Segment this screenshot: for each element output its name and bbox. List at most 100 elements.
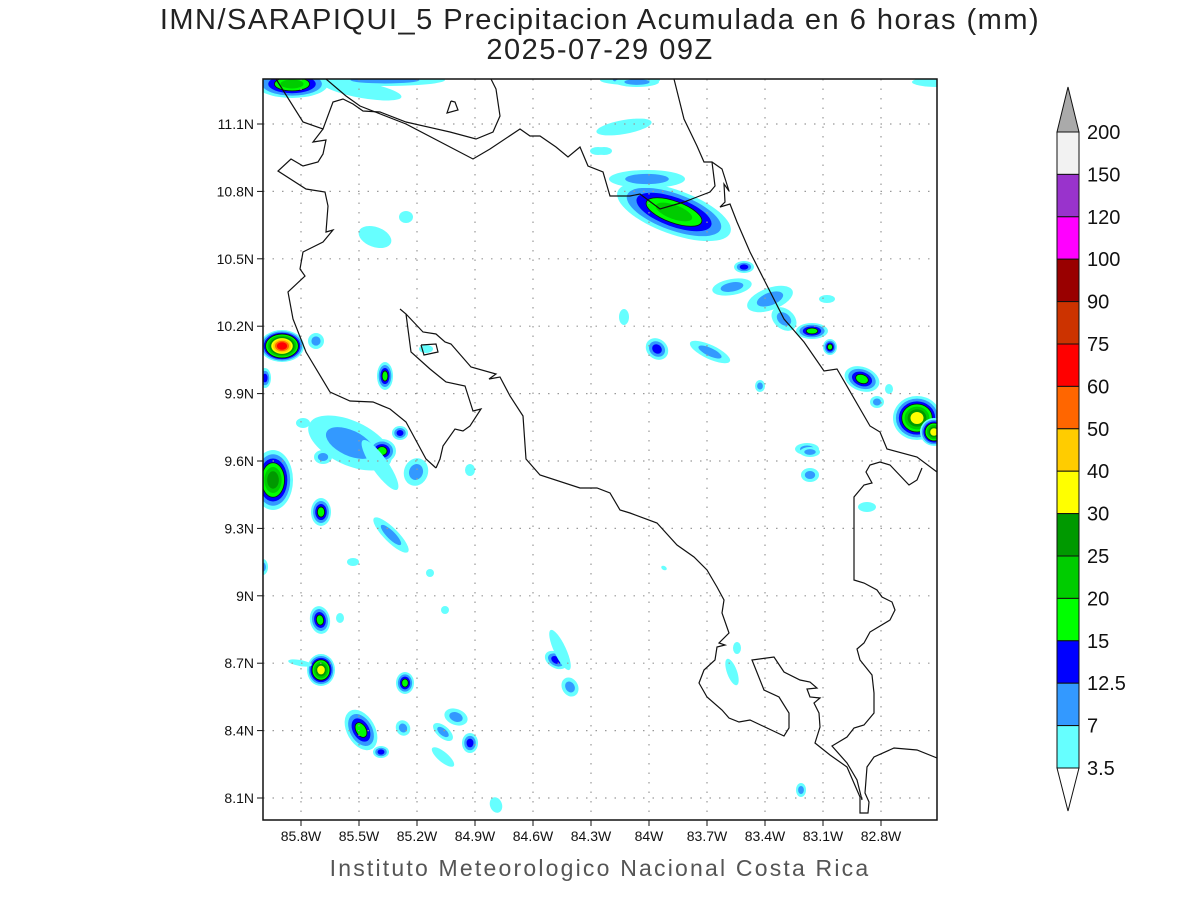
coastline	[275, 79, 937, 814]
precip-cell	[377, 362, 393, 390]
precip-cell	[725, 658, 739, 686]
precip-contour	[885, 384, 893, 394]
precip-contour	[322, 79, 402, 101]
colorbar-label: 7	[1087, 716, 1098, 738]
precip-cell	[426, 569, 434, 577]
precip-cell	[444, 708, 468, 726]
precip-contour	[804, 470, 816, 480]
lat-tick-label: 9.3N	[224, 520, 254, 536]
precip-cell	[870, 396, 884, 408]
lon-tick-label: 83.7W	[687, 828, 728, 844]
precip-cell	[823, 339, 837, 355]
precip-contour	[354, 722, 368, 738]
precip-cell	[433, 723, 453, 741]
colorbar-swatch	[1056, 131, 1080, 175]
colorbar-swatch	[1056, 173, 1080, 218]
precip-cell	[392, 426, 408, 440]
precip-contour	[805, 327, 819, 335]
precip-cell	[596, 118, 652, 136]
precip-contour	[441, 606, 449, 614]
precip-contour	[398, 723, 408, 733]
precip-contour	[596, 118, 652, 136]
lat-tick-label: 11.1N	[218, 116, 254, 132]
precip-contour	[489, 797, 503, 813]
lat-tick-label: 10.5N	[217, 251, 254, 267]
precip-contour	[380, 524, 402, 546]
lat-tick-label: 8.4N	[224, 723, 254, 739]
lat-tick-label: 8.1N	[224, 790, 254, 806]
colorbar-label: 30	[1087, 504, 1109, 526]
colorbar-swatch	[1056, 385, 1080, 430]
lat-tick-label: 10.2N	[217, 318, 254, 334]
precip-contour	[263, 373, 268, 383]
colorbar-label: 120	[1087, 207, 1120, 229]
precip-cell	[645, 338, 669, 360]
precip-cell	[399, 211, 413, 223]
precip-contour	[381, 370, 389, 382]
lon-tick-label: 84W	[635, 828, 665, 844]
precip-cell	[800, 447, 820, 457]
precip-cell	[920, 418, 937, 446]
precip-cell	[755, 380, 765, 392]
chart-title: IMN/SARAPIQUI_5 Precipitacion Acumulada …	[159, 4, 1041, 36]
precip-contour	[549, 629, 571, 671]
precip-contour	[296, 418, 310, 428]
precip-cell	[858, 502, 876, 512]
precip-cell	[336, 613, 344, 623]
precip-cell	[263, 450, 293, 510]
precip-cell	[561, 677, 579, 697]
precip-cell	[311, 498, 331, 526]
precip-contour	[661, 565, 667, 571]
precip-cell	[747, 285, 793, 313]
footer-credit: Instituto Meteorologico Nacional Costa R…	[329, 855, 871, 881]
precip-contour	[437, 726, 449, 738]
precip-cell	[322, 79, 402, 101]
precip-cell	[819, 295, 835, 303]
precip-contour	[912, 79, 937, 87]
precip-cell	[296, 418, 310, 428]
precip-contour	[739, 264, 749, 270]
precip-cell	[358, 225, 392, 249]
precip-cell	[796, 783, 806, 797]
precip-contour	[358, 225, 392, 249]
precip-contour	[698, 345, 722, 359]
precip-contour	[399, 211, 413, 223]
lon-tick-label: 85.2W	[397, 828, 438, 844]
lon-tick-label: 84.6W	[513, 828, 554, 844]
precip-cell	[441, 606, 449, 614]
precip-contour	[276, 342, 288, 350]
colorbar-label: 3.5	[1087, 758, 1115, 780]
lat-tick-label: 8.7N	[224, 655, 254, 671]
precip-contour	[733, 642, 741, 654]
precip-cell	[489, 797, 503, 813]
precip-contour	[408, 464, 424, 480]
lon-tick-label: 84.3W	[571, 828, 612, 844]
colorbar-label: 25	[1087, 546, 1109, 568]
precip-cell	[361, 440, 399, 490]
precip-cell	[307, 654, 335, 686]
precip-cell	[325, 79, 445, 86]
precip-cell	[347, 558, 359, 566]
precip-contour	[855, 373, 869, 385]
precip-contour	[465, 464, 475, 476]
lon-tick-label: 83.4W	[745, 828, 786, 844]
precip-contour	[396, 429, 404, 437]
colorbar-label: 75	[1087, 334, 1109, 356]
precip-cell	[373, 746, 389, 758]
precip-contour	[858, 502, 876, 512]
coastline-segment	[399, 308, 483, 469]
colorbar-swatch	[1056, 258, 1080, 303]
lon-tick-label: 85.8W	[281, 828, 322, 844]
colorbar-label: 20	[1087, 588, 1109, 610]
precip-contour	[317, 452, 329, 462]
map-frame	[262, 78, 938, 821]
graticule	[263, 79, 937, 820]
precip-contour	[804, 449, 816, 455]
precip-cell	[615, 79, 659, 87]
precip-contour	[288, 659, 312, 667]
colorbar-swatch	[1056, 513, 1080, 557]
precip-cell	[844, 366, 880, 392]
precip-contour	[625, 173, 669, 185]
colorbar-label: 12.5	[1087, 673, 1126, 695]
precip-cell	[734, 261, 754, 273]
